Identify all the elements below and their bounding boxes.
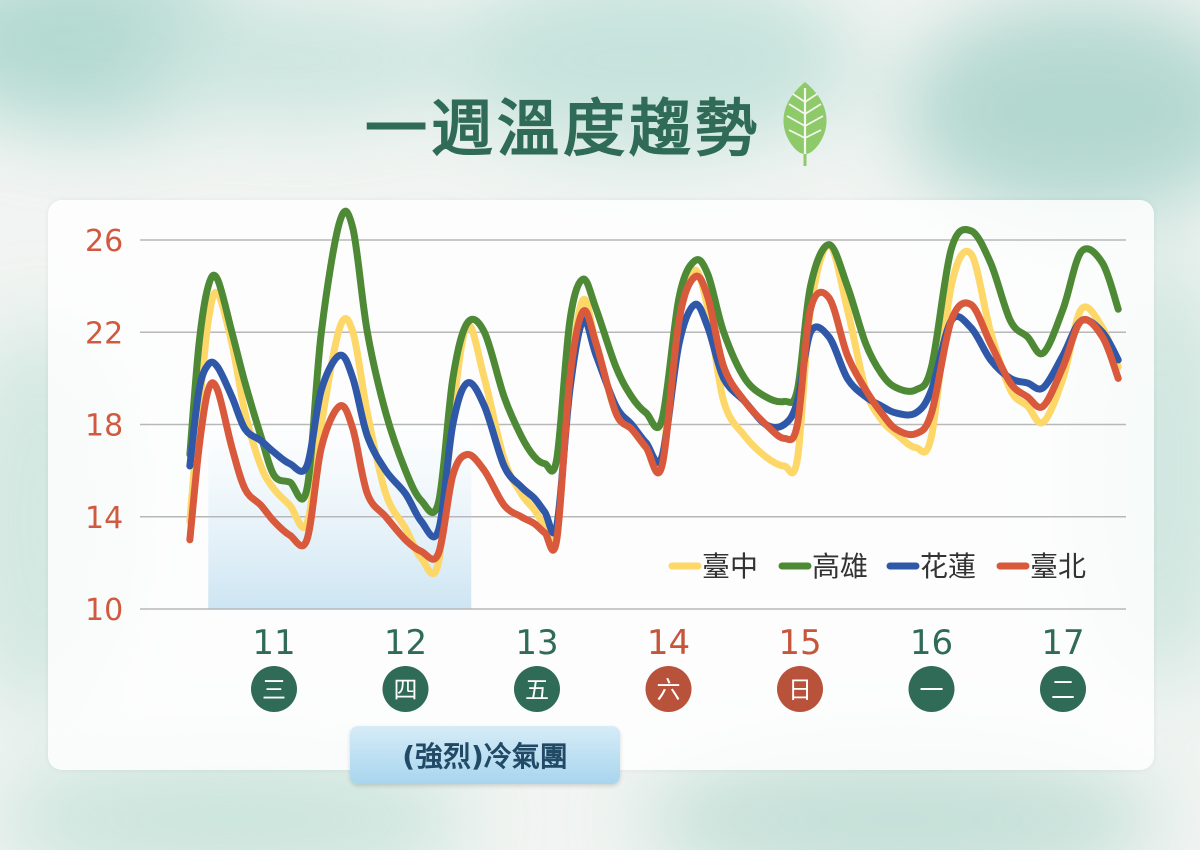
leaf-icon [783,82,827,166]
y-tick-label: 14 [85,501,123,536]
legend-label: 臺中 [702,550,758,583]
cold-air-mass-label: (強烈)冷氣團 [350,726,620,784]
x-tick-date: 17 [1041,623,1084,663]
weekday-label: 一 [920,676,944,704]
weekday-label: 日 [788,676,812,704]
y-tick-label: 10 [85,593,123,628]
legend-label: 高雄 [812,550,868,583]
weekday-label: 六 [657,676,681,704]
weekday-badge [908,666,955,712]
weekday-badge [1040,666,1086,712]
weekday-badge [251,666,297,712]
chart-title: 一週溫度趨勢 [364,92,761,165]
weekday-label: 五 [525,676,549,704]
weekday-badge [645,666,692,712]
x-tick-date: 11 [252,623,295,663]
y-tick-label: 26 [85,224,123,259]
x-tick-date: 13 [515,623,558,663]
y-tick-label: 22 [85,316,123,351]
chart-title-row: 一週溫度趨勢 [0,78,1200,168]
x-tick-date: 16 [910,623,953,663]
weekday-badge [777,666,823,712]
legend-label: 臺北 [1030,550,1086,583]
x-tick-date: 14 [647,623,690,663]
series-line-2 [186,207,1122,517]
y-tick-label: 18 [85,409,123,444]
x-tick-date: 12 [384,623,427,663]
series-line-4 [186,272,1122,563]
weekday-label: 四 [394,676,418,704]
weekday-badge [382,666,429,712]
weekday-label: 二 [1051,676,1075,704]
legend-label: 花蓮 [920,550,976,583]
weekday-badge [514,666,560,712]
x-tick-date: 15 [778,623,821,663]
weekday-label: 三 [262,676,286,704]
